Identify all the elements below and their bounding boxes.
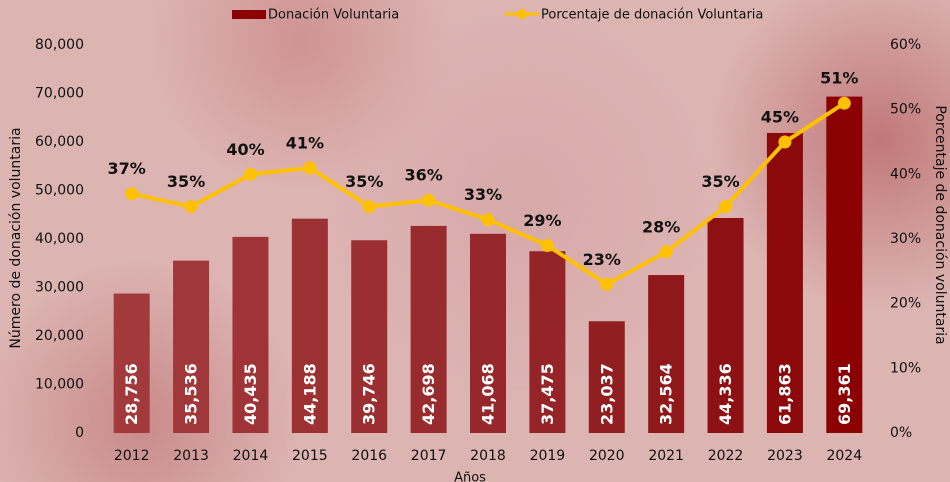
bar-value-label: 41,068	[479, 363, 498, 425]
bar-value-label: 42,698	[419, 363, 438, 425]
x-tick-label: 2023	[767, 448, 803, 464]
legend-swatch	[232, 10, 266, 19]
line-value-label: 51%	[820, 69, 858, 88]
x-tick-label: 2013	[173, 448, 209, 464]
y2-tick-label: 30%	[890, 231, 921, 247]
y-axis-label: Número de donación voluntaria	[8, 127, 24, 348]
y-tick-label: 70,000	[35, 86, 84, 102]
bar-value-label: 44,188	[300, 363, 319, 425]
legend-swatch	[517, 9, 527, 19]
line-marker	[363, 200, 376, 213]
line-value-label: 41%	[286, 133, 324, 152]
y-tick-label: 20,000	[35, 328, 84, 344]
y-tick-label: 30,000	[35, 280, 84, 296]
line-marker	[660, 245, 673, 258]
bar-value-label: 40,435	[241, 363, 260, 425]
y-tick-label: 40,000	[35, 231, 84, 247]
line-value-label: 35%	[345, 172, 383, 191]
line-marker	[541, 239, 554, 252]
y-tick-label: 10,000	[35, 377, 84, 393]
legend-label: Porcentaje de donación Voluntaria	[541, 8, 763, 23]
bar-value-label: 32,564	[657, 363, 676, 425]
x-tick-label: 2016	[351, 448, 387, 464]
line-value-label: 45%	[761, 108, 799, 127]
bar-value-label: 44,336	[716, 363, 735, 425]
x-tick-label: 2024	[826, 448, 862, 464]
bar-value-label: 37,475	[538, 363, 557, 425]
y-tick-label: 0	[75, 425, 84, 441]
y2-tick-label: 40%	[890, 166, 921, 182]
x-axis-label: Años	[454, 471, 486, 482]
line-marker	[719, 200, 732, 213]
line-marker	[125, 187, 138, 200]
line-value-label: 40%	[226, 140, 264, 159]
x-tick-label: 2014	[233, 448, 269, 464]
bar-value-label: 69,361	[835, 363, 854, 425]
line-marker	[482, 213, 495, 226]
y-tick-label: 50,000	[35, 183, 84, 199]
line-marker	[838, 97, 851, 110]
line-marker	[600, 278, 613, 291]
y2-tick-label: 20%	[890, 296, 921, 312]
y-tick-label: 60,000	[35, 134, 84, 150]
x-tick-label: 2020	[589, 448, 625, 464]
x-tick-label: 2017	[411, 448, 447, 464]
x-tick-label: 2012	[114, 448, 150, 464]
line-value-label: 28%	[642, 217, 680, 236]
line-marker	[422, 194, 435, 207]
y2-tick-label: 10%	[890, 360, 921, 376]
x-tick-label: 2021	[648, 448, 684, 464]
bar-value-label: 35,536	[182, 363, 201, 425]
y2-axis-label: Porcentaje de donación voluntaria	[932, 105, 948, 344]
line-marker	[244, 168, 257, 181]
y-tick-label: 80,000	[35, 37, 84, 53]
y2-tick-label: 60%	[890, 37, 921, 53]
bar-value-label: 23,037	[597, 363, 616, 425]
line-value-label: 23%	[583, 250, 621, 269]
bar-value-label: 39,746	[360, 363, 379, 425]
y2-tick-label: 50%	[890, 102, 921, 118]
bar-value-label: 28,756	[122, 363, 141, 425]
line-marker	[185, 200, 198, 213]
line-marker	[778, 136, 791, 149]
line-marker	[303, 161, 316, 174]
legend-label: Donación Voluntaria	[268, 8, 399, 23]
line-value-label: 35%	[167, 172, 205, 191]
bar-value-label: 61,863	[775, 363, 794, 425]
x-tick-label: 2022	[708, 448, 744, 464]
line-value-label: 35%	[701, 172, 739, 191]
line-value-label: 37%	[108, 159, 146, 178]
line-value-label: 29%	[523, 211, 561, 230]
x-tick-label: 2015	[292, 448, 328, 464]
line-value-label: 36%	[404, 166, 442, 185]
x-tick-label: 2018	[470, 448, 506, 464]
y2-tick-label: 0%	[890, 425, 912, 441]
x-tick-label: 2019	[530, 448, 566, 464]
chart: Años Número de donación voluntaria Porce…	[0, 0, 950, 482]
line-value-label: 33%	[464, 185, 502, 204]
